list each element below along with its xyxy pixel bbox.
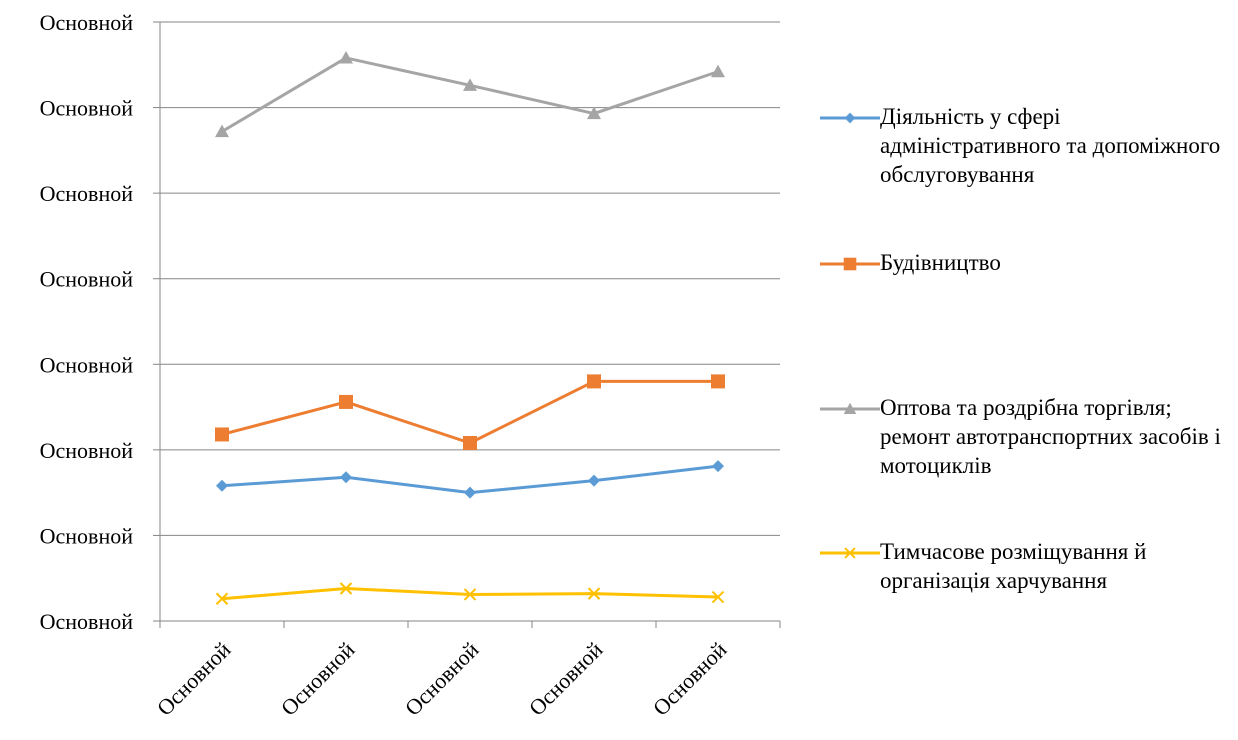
y-tick-label: Основной <box>40 609 134 634</box>
data-point-diamond <box>712 460 724 473</box>
data-point-triangle <box>587 106 601 120</box>
legend-marker-square <box>820 257 880 271</box>
series-2 <box>215 50 725 138</box>
x-tick-label: Основной <box>400 637 484 721</box>
legend-marker-diamond <box>820 112 880 124</box>
legend-item-admin-services[interactable]: Діяльність у сфері адміністративного та … <box>820 102 1238 189</box>
y-tick-labels: Основной Основной Основной Основной Основной… <box>40 10 134 634</box>
data-point-x <box>587 587 601 600</box>
legend-label: Будівництво <box>880 250 1001 275</box>
series-0 <box>216 460 724 499</box>
line-chart: ОсновнойОсновнойОсновнойОсновнойОсновной… <box>40 10 781 721</box>
data-point-square <box>339 394 353 409</box>
y-tick-label: Основной <box>40 181 134 206</box>
axes <box>153 21 781 628</box>
series-1 <box>215 374 725 451</box>
data-point-x <box>215 592 229 605</box>
legend: Діяльність у сфері адміністративного та … <box>820 0 1238 740</box>
x-tick-label: Основной <box>152 637 236 721</box>
legend-marker-x <box>820 547 880 559</box>
data-point-x <box>844 547 856 559</box>
data-point-x-stroke <box>463 588 477 601</box>
legend-item-accommodation[interactable]: Тимчасове розміщування й організація хар… <box>820 537 1238 595</box>
x-tick-label: Основной <box>276 637 360 721</box>
x-tick-label: Основной <box>648 637 732 721</box>
data-point-square <box>587 374 601 389</box>
legend-label: Діяльність у сфері адміністративного та … <box>880 104 1221 187</box>
legend-item-trade[interactable]: Оптова та роздрібна торгівля; ремонт авт… <box>820 393 1238 480</box>
data-point-triangle <box>463 78 477 91</box>
data-point-x-stroke <box>711 590 725 604</box>
data-point-diamond <box>340 471 352 484</box>
data-point-square <box>463 436 477 451</box>
data-point-x-stroke <box>215 592 229 605</box>
data-point-diamond <box>844 112 856 124</box>
data-point-diamond <box>588 474 600 487</box>
legend-label: Тимчасове розміщування й організація хар… <box>880 539 1147 593</box>
data-point-triangle <box>711 64 725 78</box>
data-point-x-stroke <box>844 547 856 559</box>
x-tick-label: Основной <box>524 637 608 721</box>
y-tick-label: Основной <box>40 96 134 121</box>
data-point-x <box>711 590 725 604</box>
y-tick-label: Основной <box>40 267 134 292</box>
x-tick-labels: Основной Основной Основной Основной Основной <box>152 637 732 721</box>
gridlines <box>160 21 780 536</box>
data-point-square <box>843 257 857 271</box>
legend-label: Оптова та роздрібна торгівля; ремонт авт… <box>880 395 1221 478</box>
data-point-square <box>215 427 229 442</box>
data-point-x <box>339 582 353 595</box>
data-point-diamond <box>464 486 476 499</box>
y-tick-label: Основной <box>40 523 134 548</box>
series-group <box>215 50 725 605</box>
legend-marker-triangle <box>820 402 880 415</box>
data-point-x-stroke <box>339 582 353 595</box>
data-point-triangle <box>843 402 857 415</box>
y-tick-label: Основной <box>40 10 134 35</box>
series-3 <box>215 582 725 605</box>
y-tick-label: Основной <box>40 352 134 377</box>
data-point-diamond <box>216 479 228 492</box>
data-point-x <box>463 588 477 601</box>
data-point-square <box>711 374 725 389</box>
series-line <box>221 379 718 445</box>
legend-item-construction[interactable]: Будівництво <box>820 248 1238 277</box>
data-point-triangle <box>339 50 353 64</box>
data-point-triangle <box>215 124 229 138</box>
data-point-x-stroke <box>587 587 601 600</box>
y-tick-label: Основной <box>40 438 134 463</box>
series-line <box>221 56 719 133</box>
